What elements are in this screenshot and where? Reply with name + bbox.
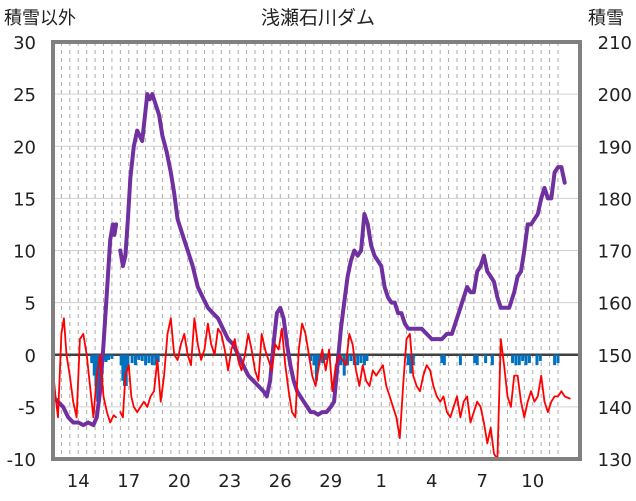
right-tick-label: 210 <box>598 33 632 54</box>
precipitation-bar <box>92 354 96 376</box>
right-tick-label: 140 <box>598 398 632 419</box>
precipitation-bar <box>484 354 488 364</box>
right-tick-label: 200 <box>598 85 632 106</box>
precipitation-bar <box>121 354 125 381</box>
precipitation-bar <box>154 354 158 366</box>
precipitation-bar <box>490 354 494 366</box>
precipitation-bar <box>535 354 539 366</box>
precipitation-bar <box>442 354 446 366</box>
precipitation-bar <box>123 354 127 387</box>
precipitation-bar <box>97 354 101 381</box>
right-tick-label: 180 <box>598 189 632 210</box>
snow-depth-line <box>51 222 119 428</box>
precipitation-bar <box>147 354 151 364</box>
precipitation-bar <box>133 354 137 366</box>
precipitation-bar <box>346 354 350 366</box>
precipitation-bar <box>362 354 366 366</box>
left-tick-label: 20 <box>13 137 36 158</box>
precipitation-bar <box>473 354 477 364</box>
x-tick-label: 1 <box>376 471 387 492</box>
left-tick-label: 30 <box>13 33 36 54</box>
precipitation-bar <box>110 354 114 359</box>
chart-title: 浅瀬石川ダム <box>261 7 375 29</box>
right-axis-label: 積雪 <box>588 8 624 29</box>
right-tick-label: 150 <box>598 346 632 367</box>
precipitation-bar <box>365 354 369 362</box>
left-tick-label: -5 <box>18 398 36 419</box>
x-tick-label: 17 <box>117 471 140 492</box>
precipitation-bar <box>521 354 525 362</box>
x-tick-label: 23 <box>218 471 241 492</box>
precipitation-bar <box>317 354 321 366</box>
left-tick-label: 25 <box>13 85 36 106</box>
precipitation-bar <box>511 354 515 364</box>
precipitation-bar <box>94 354 98 387</box>
precipitation-bar <box>349 354 353 362</box>
precipitation-bar <box>538 354 542 362</box>
precipitation-bar <box>312 354 316 366</box>
left-tick-label: 15 <box>13 189 36 210</box>
precipitation-bar <box>314 354 318 381</box>
right-tick-label: 160 <box>598 294 632 315</box>
precipitation-bar <box>320 354 324 364</box>
x-tick-label: 4 <box>426 471 437 492</box>
x-tick-label: 7 <box>477 471 488 492</box>
precipitation-bars <box>90 354 560 402</box>
plot-frame <box>51 40 582 461</box>
left-tick-label: -10 <box>7 450 36 471</box>
x-tick-label: 20 <box>168 471 191 492</box>
x-tick-label: 10 <box>521 471 544 492</box>
precipitation-bar <box>527 354 531 364</box>
right-axis-ticks: 210 200 190 180 170 160 150 140 130 <box>598 33 632 471</box>
chart-grid <box>53 42 580 459</box>
right-tick-label: 190 <box>598 137 632 158</box>
precipitation-bar <box>140 354 144 362</box>
precipitation-bar <box>475 354 479 366</box>
series-lines <box>51 92 571 460</box>
right-tick-label: 170 <box>598 242 632 263</box>
precipitation-bar <box>150 354 154 366</box>
snow-depth-line <box>118 92 567 417</box>
left-axis-label: 積雪以外 <box>4 8 76 29</box>
precipitation-bar <box>130 354 134 364</box>
x-axis-ticks: 14 17 20 23 26 29 1 4 7 10 <box>67 471 544 492</box>
x-tick-label: 29 <box>319 471 342 492</box>
precipitation-bar <box>96 354 100 402</box>
precipitation-bar <box>517 354 521 366</box>
precipitation-bar <box>126 354 130 371</box>
precipitation-bar <box>553 354 557 366</box>
left-tick-label: 5 <box>25 294 36 315</box>
precipitation-bar <box>342 354 346 376</box>
right-tick-label: 130 <box>598 450 632 471</box>
x-tick-label: 14 <box>67 471 90 492</box>
left-tick-label: 10 <box>13 242 36 263</box>
precipitation-bar <box>409 354 413 374</box>
precipitation-bar <box>339 354 343 366</box>
precipitation-bar <box>309 354 313 362</box>
precipitation-bar <box>156 354 160 363</box>
precipitation-bar <box>514 354 518 366</box>
precipitation-bar <box>90 354 94 364</box>
x-tick-label: 26 <box>269 471 292 492</box>
precipitation-bar <box>104 354 108 363</box>
precipitation-bar <box>556 354 560 364</box>
precipitation-bar <box>406 354 410 366</box>
precipitation-bar <box>458 354 462 366</box>
precipitation-bar <box>144 354 148 366</box>
left-axis-ticks: 30 25 20 15 10 5 0 -5 -10 <box>7 33 36 471</box>
precipitation-bar <box>524 354 528 366</box>
precipitation-bar <box>119 354 123 366</box>
left-tick-label: 0 <box>25 346 36 367</box>
precipitation-bar <box>107 354 111 360</box>
precipitation-bar <box>137 354 141 360</box>
precipitation-bar <box>324 354 328 360</box>
temperature-line <box>119 317 571 460</box>
precipitation-bar <box>440 354 444 364</box>
temperature-line <box>52 317 117 424</box>
precipitation-bar <box>356 354 360 366</box>
precipitation-bar <box>359 354 363 364</box>
precipitation-bar <box>411 354 415 366</box>
